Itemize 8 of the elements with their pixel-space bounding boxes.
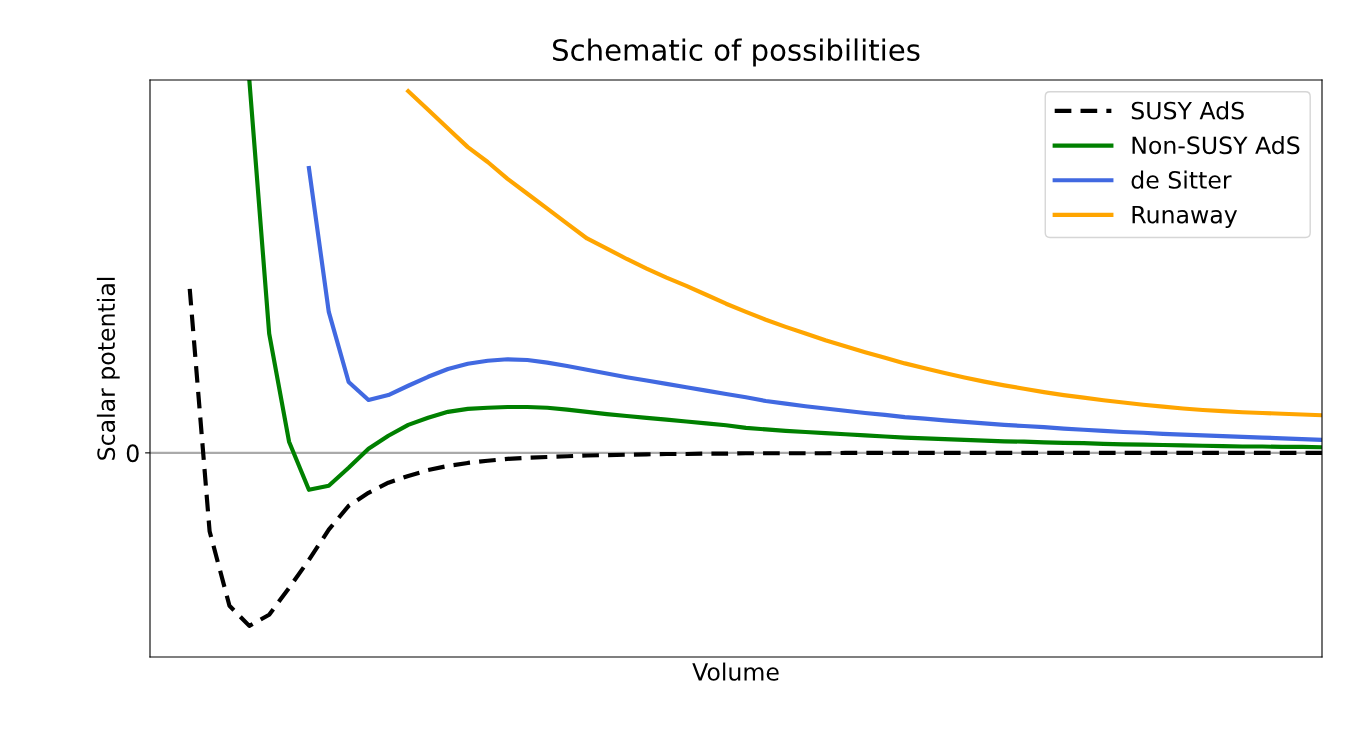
x-axis-title: Volume xyxy=(692,662,779,681)
chart-title: Schematic of possibilities xyxy=(553,38,920,67)
legend-label: SUSY AdS xyxy=(1131,101,1244,120)
legend-label: Non-SUSY AdS xyxy=(1132,135,1300,155)
legend-label: de Sitter xyxy=(1131,170,1232,189)
y-axis-title: Scalar potential xyxy=(96,277,120,460)
ref-line-label: 0 xyxy=(126,444,139,463)
legend-label: Runaway xyxy=(1132,205,1238,229)
